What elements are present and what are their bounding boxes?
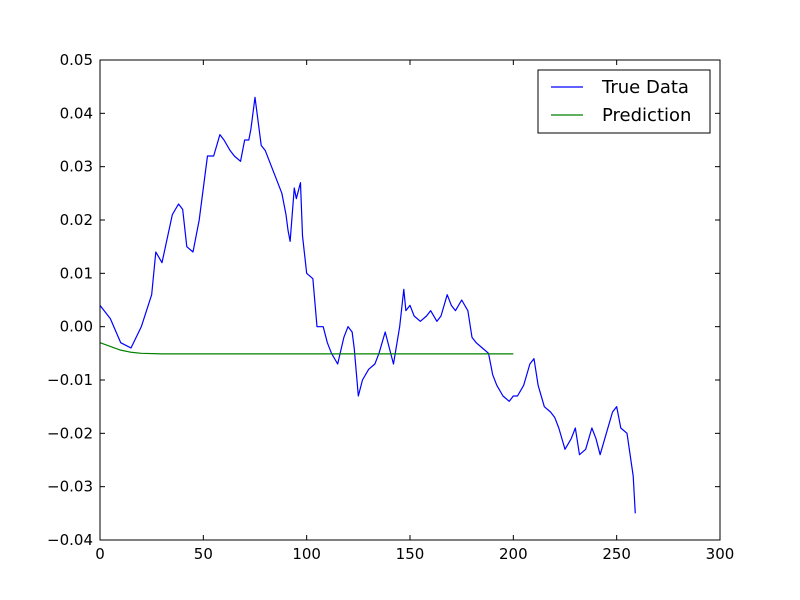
y-tick-label: −0.02: [47, 424, 93, 442]
y-tick-label: −0.01: [47, 371, 93, 389]
y-tick-label: 0.00: [60, 318, 93, 336]
x-tick-label: 200: [499, 545, 528, 563]
y-tick-label: 0.03: [60, 158, 93, 176]
y-tick-label: 0.01: [60, 264, 93, 282]
y-tick-label: 0.04: [60, 104, 93, 122]
series-line-prediction: [99, 342, 514, 355]
x-tick-label: 150: [396, 545, 425, 563]
y-tick-label: 0.05: [60, 51, 93, 69]
legend-frame: [537, 69, 711, 134]
y-tick-label: 0.02: [60, 211, 93, 229]
x-tick-label: 300: [706, 545, 735, 563]
series-layer: [99, 96, 636, 514]
legend: True Data Prediction: [537, 69, 711, 134]
ticks-layer: 0 50 100 150 200 250 300 −0.04 −0.03 −0.02 −0.01 0.…: [47, 51, 734, 563]
legend-label-true-data: True Data: [601, 77, 689, 98]
x-tick-label: 100: [292, 545, 321, 563]
y-tick-label: −0.03: [47, 478, 93, 496]
x-tick-label: 50: [194, 545, 213, 563]
series-line-true-data: [99, 96, 636, 514]
y-tick-label: −0.04: [47, 531, 93, 549]
x-tick-label: 250: [602, 545, 631, 563]
x-tick-label: 0: [95, 545, 105, 563]
legend-label-prediction: Prediction: [602, 105, 691, 126]
